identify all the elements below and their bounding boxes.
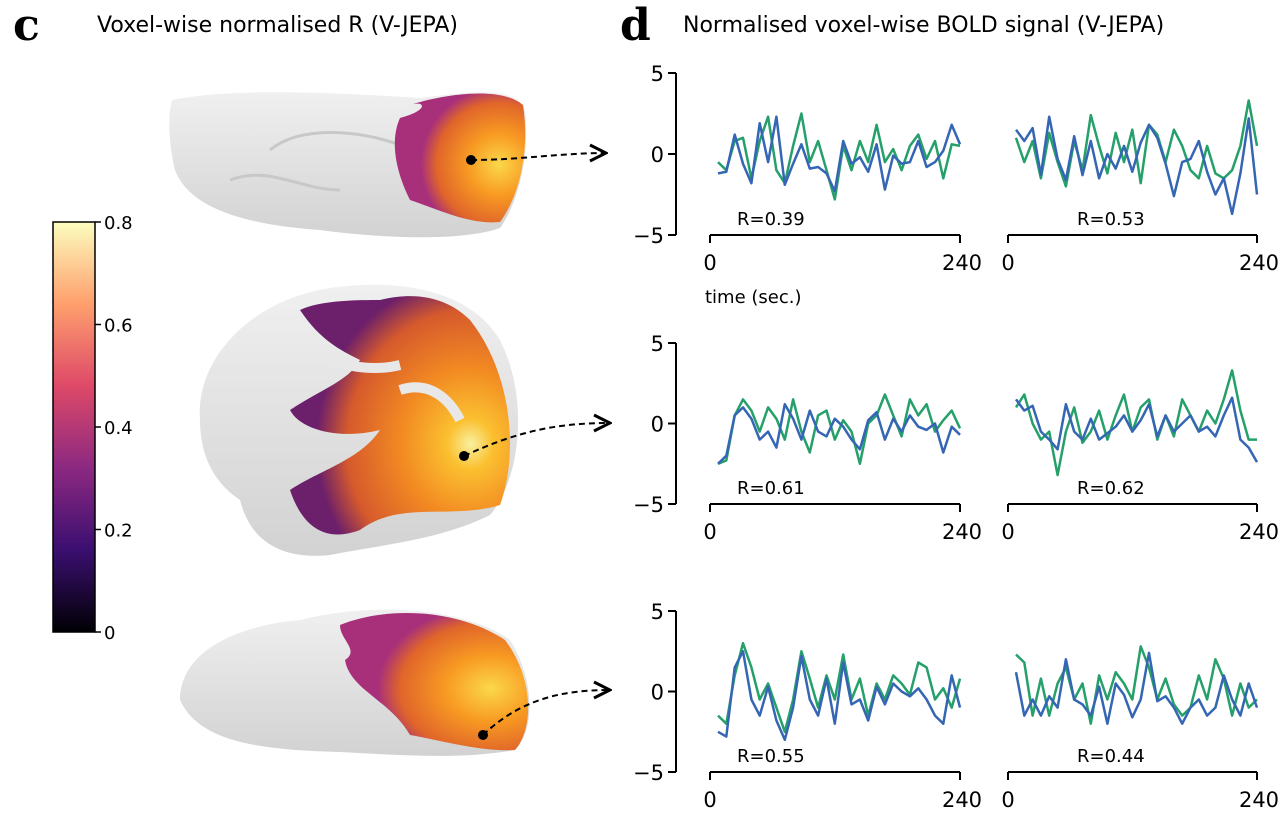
colorbar-gradient: [52, 221, 96, 633]
colorbar-tick-label: 0: [104, 623, 115, 644]
colorbar-tick-label: 0.6: [104, 316, 133, 337]
voxel-markers: [459, 153, 610, 740]
dashed-arrow: [482, 690, 610, 736]
activation-region: [340, 613, 529, 751]
colorbar-tick-label: 0.2: [104, 521, 133, 542]
x-tick-label: 0: [1001, 520, 1014, 544]
colorbar-tick-label: 0.8: [104, 213, 133, 234]
series-blue: [717, 115, 962, 193]
r-value-label: R=0.39: [737, 209, 805, 230]
series-green: [717, 641, 962, 734]
x-tick-label: 0: [703, 520, 716, 544]
r-value-label: R=0.61: [737, 478, 805, 499]
dashed-arrow: [470, 153, 606, 160]
x-tick-label: 240: [1239, 520, 1279, 544]
r-value-label: R=0.62: [1077, 478, 1145, 499]
panel-d-title: Normalised voxel-wise BOLD signal (V-JEP…: [683, 13, 1165, 38]
y-tick-label: 5: [651, 332, 664, 356]
y-tick-label: −5: [633, 761, 664, 785]
series-green: [717, 393, 962, 466]
y-tick-label: 5: [651, 62, 664, 86]
brain-top-view: [169, 92, 527, 238]
x-tick-label: 0: [703, 788, 716, 812]
activation-region: [394, 93, 526, 223]
series-blue: [1014, 651, 1259, 725]
activation-region: [290, 296, 510, 535]
r-value-label: R=0.55: [737, 746, 805, 767]
series-blue: [717, 650, 962, 742]
y-tick-label: 0: [651, 681, 664, 705]
series-green: [1015, 645, 1258, 725]
x-tick-label: 0: [1001, 251, 1014, 275]
x-tick-label: 240: [1239, 251, 1279, 275]
brain-ventral-view: [180, 609, 530, 756]
dashed-arrow: [463, 423, 610, 457]
x-axis-label: time (sec.): [705, 287, 802, 308]
brain-lateral-view: [199, 284, 519, 556]
colorbar-tick-label: 0.4: [104, 418, 133, 439]
x-tick-label: 240: [942, 520, 982, 544]
series-blue: [717, 402, 961, 465]
y-tick-label: −5: [633, 493, 664, 517]
r-value-label: R=0.53: [1077, 209, 1145, 230]
x-tick-label: 240: [942, 251, 982, 275]
r-value-label: R=0.44: [1077, 746, 1145, 767]
panel-c-title: Voxel-wise normalised R (V-JEPA): [97, 13, 458, 38]
series-blue: [1014, 396, 1259, 463]
panel-letter-d: d: [620, 0, 651, 51]
y-tick-label: 0: [651, 413, 664, 437]
y-tick-label: −5: [633, 224, 664, 248]
series-blue: [1014, 115, 1259, 216]
series-green: [1014, 99, 1259, 188]
panel-letter-c: c: [13, 0, 40, 51]
x-tick-label: 240: [942, 788, 982, 812]
x-tick-label: 240: [1239, 788, 1279, 812]
y-tick-label: 0: [651, 143, 664, 167]
x-tick-label: 0: [703, 251, 716, 275]
series-green: [1014, 369, 1257, 477]
colorbar: 0.8 0.6 0.4 0.2 0: [52, 213, 133, 644]
x-tick-label: 0: [1001, 788, 1014, 812]
y-tick-label: 5: [651, 600, 664, 624]
